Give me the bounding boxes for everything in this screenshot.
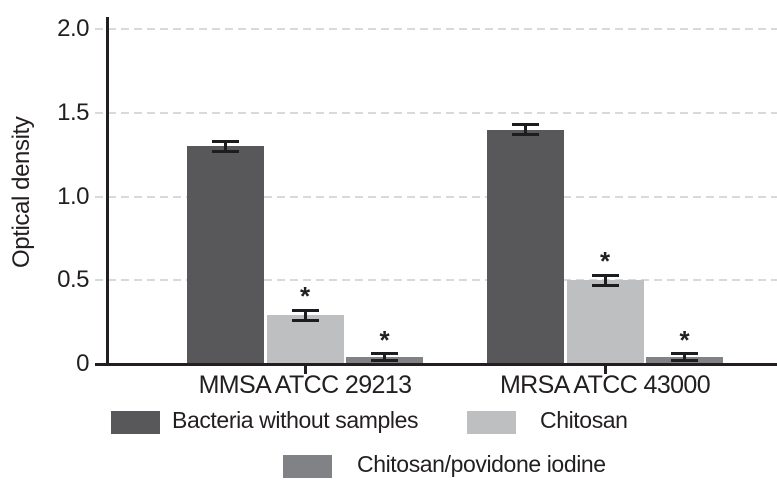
error-bar-stem bbox=[224, 141, 227, 152]
error-bar-cap-top bbox=[212, 139, 239, 143]
error-bar-cap-top bbox=[291, 308, 319, 312]
legend-swatch-bacteria-without-samples bbox=[111, 411, 160, 434]
error-bar-cap-bottom bbox=[671, 359, 698, 363]
significance-asterisk: * bbox=[599, 246, 611, 277]
legend-label-chitosan-povidone-iodine: Chitosan/povidone iodine bbox=[357, 451, 606, 477]
bar bbox=[266, 315, 344, 364]
error-bar-cap-bottom bbox=[512, 133, 539, 137]
error-bar-cap-top bbox=[591, 273, 619, 277]
category-label: MMSA ATCC 29213 bbox=[198, 371, 412, 399]
significance-asterisk: * bbox=[299, 281, 311, 312]
error-bar-stem bbox=[383, 353, 386, 361]
error-bar-stem bbox=[683, 353, 686, 361]
legend-label-bacteria-without-samples: Bacteria without samples bbox=[172, 407, 419, 433]
gridline bbox=[95, 28, 777, 30]
gridline bbox=[95, 111, 777, 114]
legend-label-chitosan: Chitosan bbox=[540, 407, 628, 433]
error-bar-cap-bottom bbox=[212, 149, 239, 153]
significance-asterisk: * bbox=[679, 324, 690, 355]
x-tick bbox=[603, 366, 607, 374]
error-bar-cap-top bbox=[671, 352, 698, 356]
error-bar-cap-top bbox=[371, 352, 398, 356]
bar bbox=[566, 280, 644, 364]
error-bar-stem bbox=[303, 310, 307, 321]
bar bbox=[487, 129, 564, 364]
y-tick-label: 0.5 bbox=[57, 266, 89, 294]
y-axis-line bbox=[106, 17, 109, 366]
legend-swatch-chitosan-povidone-iodine bbox=[283, 455, 332, 478]
gridline bbox=[95, 195, 777, 198]
gridline bbox=[95, 279, 777, 282]
error-bar-cap-bottom bbox=[291, 318, 319, 322]
x-tick bbox=[303, 366, 307, 374]
x-axis-line bbox=[95, 363, 777, 366]
error-bar-stem bbox=[603, 275, 607, 286]
y-tick-label: 1.5 bbox=[57, 98, 89, 126]
error-bar-stem bbox=[524, 124, 527, 135]
category-label: MRSA ATCC 43000 bbox=[499, 371, 711, 399]
legend-swatch-chitosan bbox=[467, 411, 516, 434]
y-tick-label: 1.0 bbox=[57, 182, 89, 210]
y-tick-label: 0 bbox=[76, 350, 89, 377]
bar bbox=[187, 146, 264, 364]
error-bar-cap-bottom bbox=[371, 359, 398, 363]
significance-asterisk: * bbox=[379, 324, 390, 355]
error-bar-cap-bottom bbox=[591, 283, 619, 287]
y-tick-label: 2.0 bbox=[57, 15, 89, 42]
error-bar-cap-top bbox=[512, 122, 539, 126]
